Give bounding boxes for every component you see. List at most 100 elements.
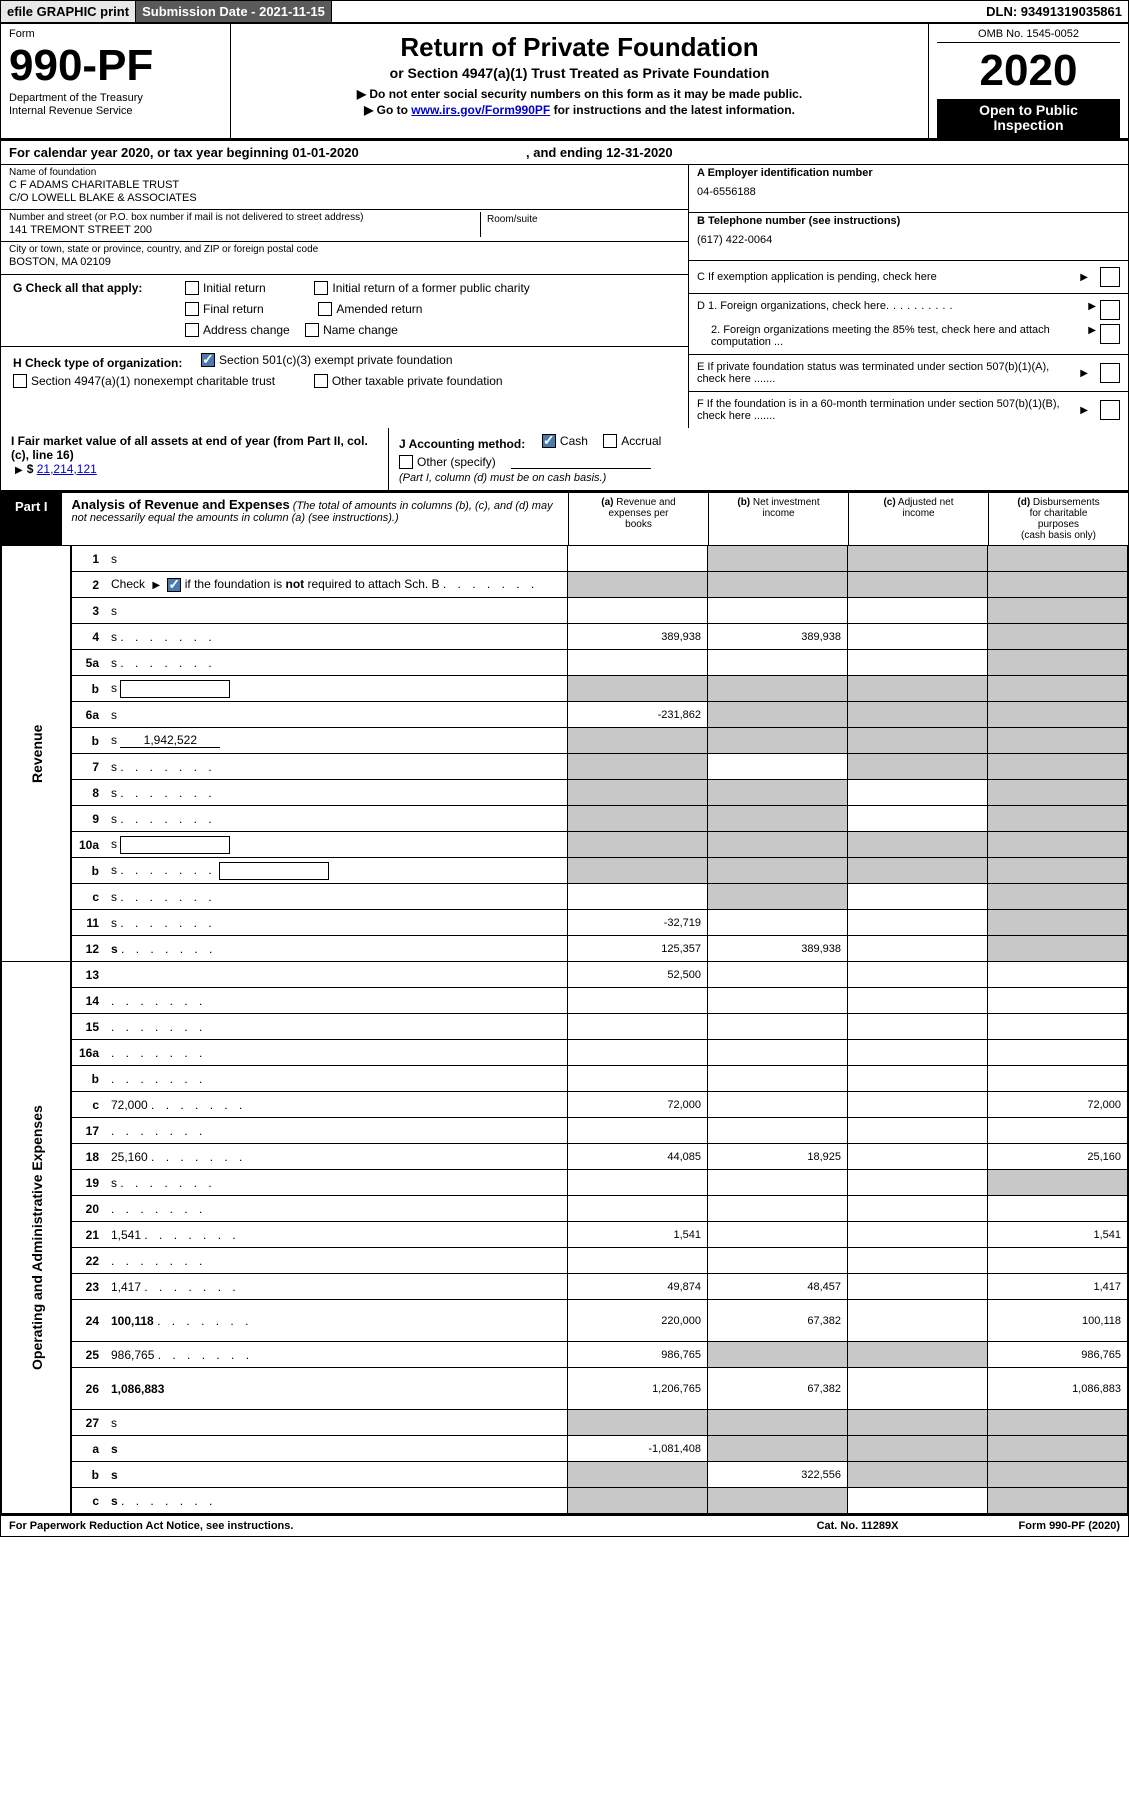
line-number: b [71, 858, 105, 884]
cell-a: -1,081,408 [568, 1436, 708, 1462]
line-desc: s [105, 676, 568, 702]
irs: Internal Revenue Service [9, 105, 222, 118]
cell-a [568, 1014, 708, 1040]
cell-d [988, 858, 1128, 884]
cell-a: -32,719 [568, 910, 708, 936]
form-subtitle: or Section 4947(a)(1) Trust Treated as P… [247, 65, 912, 81]
accrual-checkbox[interactable] [603, 434, 617, 448]
cell-b [708, 598, 848, 624]
cell-b [708, 1118, 848, 1144]
line-number: 21 [71, 1222, 105, 1248]
cell-c [848, 962, 988, 988]
cell-d [988, 754, 1128, 780]
section-f: F If the foundation is in a 60-month ter… [697, 398, 1060, 422]
cell-a [568, 728, 708, 754]
section-e: E If private foundation status was termi… [697, 361, 1049, 385]
501c3-checkbox[interactable] [201, 353, 215, 367]
tel-value: (617) 422-0064 [697, 234, 1120, 247]
d2-checkbox[interactable] [1100, 324, 1120, 344]
cell-a: 1,541 [568, 1222, 708, 1248]
line-desc: 1,086,883 [105, 1368, 568, 1410]
f-checkbox[interactable] [1100, 400, 1120, 420]
cell-b [708, 1092, 848, 1118]
line-desc: . . . . . . . [105, 1118, 568, 1144]
line-number: c [71, 1092, 105, 1118]
line-number: 24 [71, 1300, 105, 1342]
cell-c [848, 1488, 988, 1514]
4947a1-checkbox[interactable] [13, 374, 27, 388]
section-d1: D 1. Foreign organizations, check here [697, 300, 886, 312]
line-number: c [71, 884, 105, 910]
cell-a [568, 1410, 708, 1436]
cell-d [988, 1040, 1128, 1066]
omb-number: OMB No. 1545-0052 [937, 26, 1120, 43]
cell-a [568, 1248, 708, 1274]
cell-d: 1,086,883 [988, 1368, 1128, 1410]
cell-b [708, 910, 848, 936]
line-number: 7 [71, 754, 105, 780]
address-change-checkbox[interactable] [185, 323, 199, 337]
tel-label: B Telephone number (see instructions) [697, 215, 900, 227]
cell-b [708, 832, 848, 858]
part1-label: Part I [1, 493, 62, 545]
initial-former-checkbox[interactable] [314, 281, 328, 295]
city-state-zip: BOSTON, MA 02109 [9, 256, 680, 269]
efile-label[interactable]: efile GRAPHIC print [1, 1, 136, 22]
cell-d [988, 832, 1128, 858]
j-note: (Part I, column (d) must be on cash basi… [399, 472, 678, 484]
other-taxable-checkbox[interactable] [314, 374, 328, 388]
line-number: 27 [71, 1410, 105, 1436]
line-desc: . . . . . . . [105, 1248, 568, 1274]
cell-d [988, 1410, 1128, 1436]
form-title: Return of Private Foundation [247, 32, 912, 63]
cell-d [988, 572, 1128, 598]
line-desc: s . . . . . . . [105, 650, 568, 676]
cell-b [708, 1488, 848, 1514]
cell-d [988, 1196, 1128, 1222]
initial-return-checkbox[interactable] [185, 281, 199, 295]
name-change-checkbox[interactable] [305, 323, 319, 337]
form-number: 990-PF [9, 40, 222, 92]
e-checkbox[interactable] [1100, 363, 1120, 383]
cell-c [848, 1300, 988, 1342]
cell-a: 125,357 [568, 936, 708, 962]
cell-b [708, 1170, 848, 1196]
cell-b [708, 1436, 848, 1462]
cell-a [568, 1040, 708, 1066]
cell-c [848, 546, 988, 572]
line-number: 26 [71, 1368, 105, 1410]
amended-return-checkbox[interactable] [318, 302, 332, 316]
section-h: H Check type of organization: Section 50… [1, 347, 688, 397]
cash-checkbox[interactable] [542, 434, 556, 448]
cell-c [848, 1274, 988, 1300]
cell-c [848, 936, 988, 962]
line-number: 14 [71, 988, 105, 1014]
cell-c [848, 1144, 988, 1170]
col-a-head: (a) Revenue andexpenses perbooks [568, 493, 708, 545]
cell-a: 220,000 [568, 1300, 708, 1342]
final-return-checkbox[interactable] [185, 302, 199, 316]
cell-d [988, 962, 1128, 988]
d1-checkbox[interactable] [1100, 300, 1120, 320]
cell-b [708, 1410, 848, 1436]
cell-a [568, 1462, 708, 1488]
part1-header: Part I Analysis of Revenue and Expenses … [1, 493, 1128, 546]
line-number: 12 [71, 936, 105, 962]
cell-b [708, 962, 848, 988]
line-number: 18 [71, 1144, 105, 1170]
cell-a: 72,000 [568, 1092, 708, 1118]
line-number: 13 [71, 962, 105, 988]
line-number: 15 [71, 1014, 105, 1040]
c-checkbox[interactable] [1100, 267, 1120, 287]
cell-a [568, 1066, 708, 1092]
cell-a [568, 858, 708, 884]
fmv-value[interactable]: 21,214,121 [37, 462, 97, 476]
cell-c [848, 832, 988, 858]
cell-c [848, 988, 988, 1014]
cell-c [848, 806, 988, 832]
line-number: 23 [71, 1274, 105, 1300]
cell-a: 44,085 [568, 1144, 708, 1170]
instructions-link[interactable]: www.irs.gov/Form990PF [411, 103, 550, 117]
line-desc: s [105, 1462, 568, 1488]
other-method-checkbox[interactable] [399, 455, 413, 469]
